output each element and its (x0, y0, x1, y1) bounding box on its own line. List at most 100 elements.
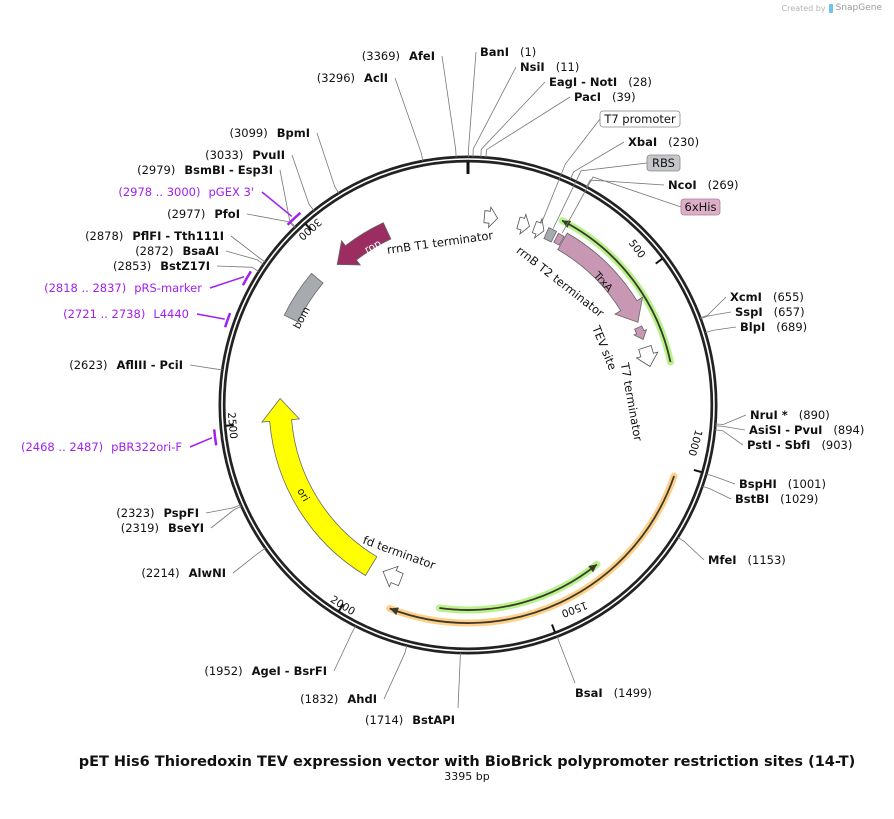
enzyme-site-asisi[interactable]: AsiSI - PvuI (894) (749, 423, 864, 437)
feature-rrnb-t1-terminator[interactable] (483, 205, 499, 229)
leader-line (316, 132, 340, 194)
enzyme-position: (3369) (362, 49, 400, 63)
feature-ori[interactable] (261, 397, 378, 577)
primer-pbr322ori-f[interactable]: (2468 .. 2487) pBR322ori-F (21, 440, 182, 454)
enzyme-site-bseyi[interactable]: (2319) BseYI (121, 521, 204, 535)
enzyme-site-bstapi[interactable]: (1714) BstAPI (365, 713, 455, 727)
enzyme-name: NcoI (668, 178, 697, 192)
feature-label-6xhis[interactable]: 6xHis (680, 198, 721, 216)
enzyme-site-mfei[interactable]: MfeI (1153) (708, 553, 786, 567)
enzyme-site-sspi[interactable]: SspI (657) (735, 305, 805, 319)
enzyme-site-alwni[interactable]: (2214) AlwNI (141, 566, 226, 580)
feature-label-t7-promoter[interactable]: T7 promoter (599, 110, 681, 128)
enzyme-site-blpi[interactable]: BlpI (689) (740, 320, 807, 334)
primer-prs-marker[interactable]: (2818 .. 2837) pRS-marker (44, 281, 202, 295)
tick-mark (225, 424, 234, 427)
feature-rop[interactable] (336, 222, 392, 266)
primer-leader (261, 191, 293, 218)
backbone-gap (221, 158, 715, 652)
enzyme-site-bani[interactable]: BanI (1) (480, 45, 536, 59)
feature-bom[interactable] (283, 272, 324, 323)
enzyme-site-acli[interactable]: (3296) AclI (317, 71, 388, 85)
enzyme-site-nrui[interactable]: NruI * (890) (750, 408, 830, 422)
enzyme-position: (890) (799, 408, 830, 422)
enzyme-site-bsaai[interactable]: (2872) BsaAI (135, 244, 219, 258)
enzyme-site-bstbi[interactable]: BstBI (1029) (735, 492, 818, 506)
feature-6xhis[interactable] (553, 232, 565, 246)
label-box (599, 110, 681, 128)
enzyme-site-afliii[interactable]: (2623) AflIII - PciI (69, 358, 183, 372)
feature-fd-terminator[interactable] (382, 565, 404, 588)
enzyme-site-psti[interactable]: PstI - SbfI (903) (747, 438, 852, 452)
enzyme-site-xcmi[interactable]: XcmI (655) (730, 290, 804, 304)
leader-line (715, 414, 747, 425)
leader-line (677, 537, 705, 561)
enzyme-site-pvuii[interactable]: (3033) PvuII (205, 148, 285, 162)
enzyme-site-xbai[interactable]: XbaI (230) (628, 135, 699, 149)
enzyme-name: AclI (364, 71, 388, 85)
enzyme-site-ahdi[interactable]: (1832) AhdI (300, 692, 377, 706)
feature-trxa[interactable] (557, 232, 644, 323)
enzyme-site-bsai[interactable]: BsaI (1499) (575, 686, 652, 700)
enzyme-position: (3296) (317, 71, 355, 85)
primer-range: (2818 .. 2837) (44, 281, 126, 295)
enzyme-position: (1001) (788, 477, 826, 491)
enzyme-site-pfoi[interactable]: (2977) PfoI (167, 207, 240, 221)
enzyme-position: (655) (773, 290, 804, 304)
enzyme-site-ncoi[interactable]: NcoI (269) (668, 178, 739, 192)
enzyme-site-bsphi[interactable]: BspHI (1001) (739, 477, 826, 491)
feature-tev-site[interactable] (633, 325, 648, 340)
enzyme-name: SspI (735, 305, 763, 319)
enzyme-site-nsii[interactable]: NsiI (11) (520, 60, 579, 74)
orf-line[interactable] (389, 475, 675, 624)
primer-l4440[interactable]: (2721 .. 2738) L4440 (63, 307, 189, 321)
enzyme-name: BstAPI (412, 713, 455, 727)
map-title: pET His6 Thioredoxin TEV expression vect… (79, 754, 856, 770)
enzyme-site-paci[interactable]: PacI (39) (574, 90, 636, 104)
enzyme-site-agei[interactable]: (1952) AgeI - BsrFI (204, 664, 327, 678)
leader-line (714, 429, 744, 446)
feature-t7-terminator[interactable] (635, 344, 659, 368)
credit-prefix: Created by (781, 3, 826, 13)
primer-mark (223, 312, 232, 328)
enzyme-position: (2979) (137, 163, 175, 177)
enzyme-position: (3033) (205, 148, 243, 162)
tick-label: 2500 (225, 412, 239, 440)
orf-line[interactable] (561, 219, 672, 363)
primer-pgex-3-[interactable]: (2978 .. 3000) pGEX 3' (118, 185, 254, 199)
feature-rrnb-t2-terminator[interactable] (516, 213, 530, 236)
orf-line[interactable] (439, 563, 598, 611)
enzyme-site-eagi[interactable]: EagI - NotI (28) (549, 75, 652, 89)
snapgene-credit: Created by SnapGene (782, 3, 882, 13)
leader-line (702, 485, 732, 500)
leader-line (556, 636, 576, 684)
enzyme-site-afei[interactable]: (3369) AfeI (362, 49, 435, 63)
tick-mark (655, 258, 663, 265)
leader-line (230, 235, 266, 263)
feature-label-rbs[interactable]: RBS (646, 154, 681, 172)
enzyme-site-bsmbi[interactable]: (2979) BsmBI - Esp3I (137, 163, 273, 177)
enzyme-site-bpmi[interactable]: (3099) BpmI (229, 126, 310, 140)
leader-line (383, 645, 408, 700)
feature-rbs[interactable] (543, 227, 558, 243)
enzyme-site-pspfi[interactable]: (2323) PspFI (116, 506, 199, 520)
leader-line (561, 176, 682, 234)
feature-label-text: 6xHis (685, 200, 717, 214)
enzyme-site-bstz17i[interactable]: (2853) BstZ17I (113, 259, 210, 273)
leader-line (216, 265, 260, 273)
enzyme-name: NsiI (520, 60, 545, 74)
enzyme-name: XcmI (730, 290, 762, 304)
enzyme-name: BpmI (277, 126, 310, 140)
enzyme-position: (903) (821, 438, 852, 452)
enzyme-name: XbaI (628, 135, 657, 149)
feature-t7-promoter[interactable] (531, 217, 545, 240)
enzyme-name: PspFI (164, 506, 199, 520)
enzyme-site-pflfi[interactable]: (2878) PflFI - Tth111I (85, 229, 224, 243)
enzyme-name: PstI - SbfI (747, 438, 810, 452)
orf-layer (386, 217, 678, 627)
primer-leader (196, 313, 225, 320)
credit-brand: SnapGene (835, 3, 882, 13)
label-box (646, 154, 681, 172)
feature-name-fd-terminator: fd terminator (361, 533, 438, 572)
